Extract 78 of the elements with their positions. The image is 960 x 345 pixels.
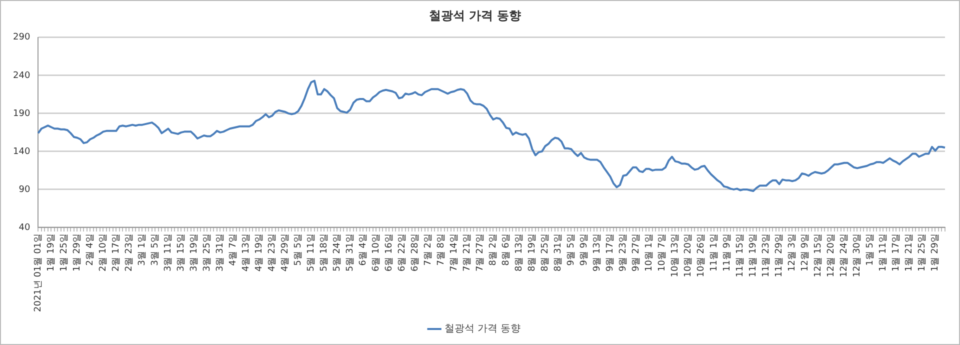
x-tick-label: 6월 10일 [372, 233, 382, 272]
x-tick-label: 1월 29일 [72, 233, 83, 272]
x-tick-label: 9월 27일 [632, 233, 642, 272]
y-tick-label: 290 [12, 32, 30, 43]
x-tick-label: 11월 29일 [774, 233, 785, 278]
x-tick-label: 12월 9일 [800, 233, 811, 272]
x-tick-label: 1월 21일 [904, 233, 915, 272]
x-tick-label: 2월 17일 [112, 233, 122, 272]
x-tick-label: 3월 5일 [150, 233, 161, 266]
x-tick-label: 3월 19일 [190, 233, 200, 272]
x-tick-label: 2021년 01월 01일 [34, 233, 44, 312]
x-tick-label: 1월 11일 [878, 233, 889, 272]
y-tick-label: 140 [12, 146, 30, 157]
y-tick-label: 190 [12, 108, 30, 119]
x-tick-label: 9월 5일 [566, 233, 577, 266]
x-tick-label: 10월 13일 [670, 233, 681, 278]
x-tick-label: 1월 29일 [930, 233, 941, 272]
x-tick-label: 8월 6일 [502, 233, 512, 266]
x-tick-label: 7월 21일 [462, 233, 473, 272]
x-tick-label: 1월 5일 [866, 233, 876, 266]
x-tick-label: 1월 25일 [918, 233, 928, 272]
x-tick-label: 8월 31일 [554, 233, 564, 272]
x-tick-label: 4월 7일 [228, 233, 239, 266]
x-tick-label: 11월 19일 [748, 233, 759, 278]
x-tick-label: 1월 19일 [46, 233, 57, 272]
x-tick-label: 6월 16일 [384, 233, 395, 272]
x-tick-label: 9월 13일 [592, 233, 603, 272]
x-tick-label: 3월 25일 [202, 233, 213, 272]
x-tick-label: 8월 2일 [488, 233, 499, 266]
x-tick-label: 5월 18일 [320, 233, 330, 272]
x-tick-label: 9월 17일 [606, 233, 616, 272]
x-tick-label: 4월 29일 [280, 233, 291, 272]
x-tick-label: 4월 13일 [242, 233, 252, 272]
x-tick-label: 3월 11일 [164, 233, 174, 272]
x-tick-label: 8월 13일 [514, 233, 525, 272]
x-tick-label: 1월 17일 [892, 233, 902, 272]
x-tick-label: 5월 24일 [332, 233, 343, 272]
x-tick-label: 3월 15일 [176, 233, 187, 272]
x-tick-label: 3월 31일 [216, 233, 226, 272]
x-tick-label: 12월 3일 [788, 233, 798, 272]
x-tick-label: 4월 23일 [268, 233, 278, 272]
x-tick-label: 12월 20일 [826, 233, 837, 278]
x-tick-label: 10월 1일 [644, 233, 655, 272]
x-tick-label: 10월 7일 [658, 233, 668, 272]
y-tick-label: 240 [12, 70, 30, 81]
x-tick-label: 12월 15일 [814, 233, 824, 278]
x-tick-label: 2월 10일 [98, 233, 109, 272]
x-tick-label: 12월 24일 [840, 233, 850, 278]
x-tick-label: 7월 8일 [436, 233, 447, 266]
x-tick-label: 4월 19일 [254, 233, 265, 272]
x-tick-label: 5월 11일 [306, 233, 317, 272]
x-tick-label: 10월 26일 [696, 233, 707, 278]
x-tick-label: 5월 31일 [346, 233, 356, 272]
x-tick-label: 11월 23일 [762, 233, 772, 278]
x-tick-label: 11월 9일 [722, 233, 733, 272]
chart-title: 철광석 가격 동향 [428, 8, 522, 22]
x-tick-label: 9월 23일 [618, 233, 629, 272]
x-tick-label: 6월 22일 [398, 233, 408, 272]
x-tick-label: 1월 25일 [60, 233, 70, 272]
x-tick-label: 2월 23일 [124, 233, 135, 272]
x-tick-label: 7월 14일 [450, 233, 460, 272]
x-tick-label: 9월 9일 [580, 233, 590, 266]
x-tick-label: 6월 28일 [410, 233, 421, 272]
legend-label: 철광석 가격 동향 [444, 324, 521, 335]
y-tick-label: 90 [18, 184, 30, 195]
x-tick-label: 8월 19일 [528, 233, 538, 272]
x-tick-label: 10월 20일 [684, 233, 694, 278]
x-tick-label: 7월 27일 [476, 233, 486, 272]
x-tick-label: 5월 5일 [294, 233, 304, 266]
x-tick-label: 3월 1일 [138, 233, 148, 266]
x-tick-label: 11월 15일 [736, 233, 746, 278]
x-tick-label: 2월 4일 [86, 233, 96, 266]
x-tick-label: 11월 1일 [710, 233, 720, 272]
y-tick-label: 40 [18, 222, 30, 233]
x-tick-label: 12월 30일 [852, 233, 863, 278]
x-tick-label: 7월 2일 [424, 233, 434, 266]
x-tick-label: 8월 25일 [540, 233, 551, 272]
x-tick-label: 6월 4일 [358, 233, 369, 266]
